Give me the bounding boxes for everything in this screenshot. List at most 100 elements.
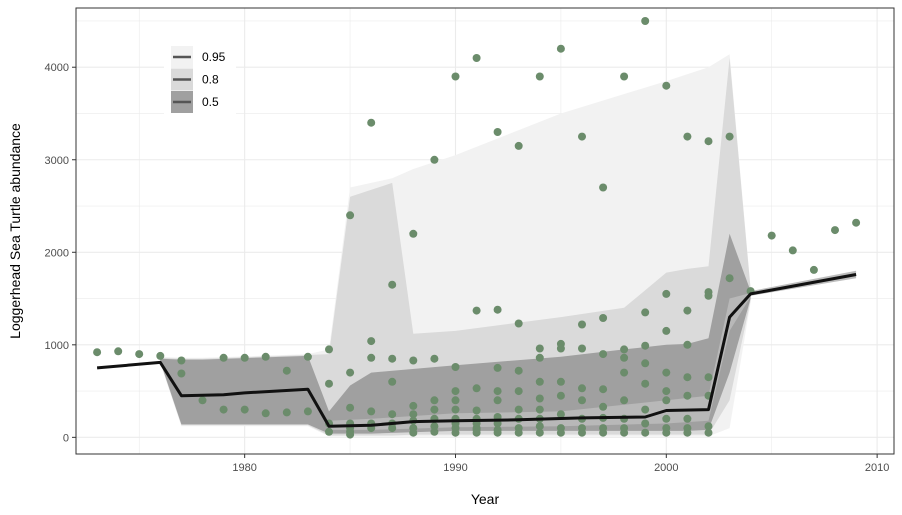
data-point [472, 306, 481, 315]
x-tick-label: 2010 [865, 462, 889, 474]
y-tick-label: 3000 [45, 155, 69, 167]
y-tick-label: 1000 [45, 340, 69, 352]
data-point [282, 408, 291, 417]
data-point [261, 352, 270, 361]
data-point [535, 72, 544, 81]
legend: 0.95 0.8 0.5 [164, 42, 236, 118]
data-point [388, 424, 397, 433]
data-point [346, 403, 355, 412]
data-point [114, 347, 123, 356]
x-tick-label: 1990 [443, 462, 467, 474]
data-point [493, 128, 502, 136]
data-point [135, 350, 144, 359]
data-point [535, 405, 544, 414]
data-point [662, 289, 671, 298]
data-point [578, 320, 586, 329]
data-point [472, 406, 481, 415]
data-point [535, 344, 544, 353]
data-point [472, 384, 481, 393]
data-point [662, 81, 671, 90]
data-point [346, 211, 355, 220]
data-point [409, 428, 418, 437]
data-point [662, 428, 671, 437]
band-0.5 [160, 233, 751, 434]
data-point [620, 428, 629, 437]
data-point [662, 368, 671, 377]
data-point [662, 396, 671, 405]
data-point [409, 356, 418, 365]
legend-label: 0.5 [202, 95, 219, 109]
data-point [261, 409, 270, 418]
data-point [662, 387, 671, 396]
data-point [620, 396, 629, 405]
data-point [240, 405, 249, 414]
data-point [620, 368, 629, 377]
data-point [219, 353, 228, 362]
data-point [514, 405, 523, 414]
data-point [451, 363, 460, 371]
data-point [451, 428, 460, 437]
data-point [430, 396, 439, 405]
median-path [96, 273, 857, 428]
data-point [556, 391, 565, 400]
data-point [599, 314, 608, 322]
data-point [809, 265, 818, 274]
y-tick-label: 4000 [45, 62, 69, 74]
data-point [367, 337, 376, 346]
data-point [535, 394, 544, 403]
data-point [388, 280, 397, 289]
data-point [704, 428, 713, 437]
data-point [620, 72, 629, 81]
data-point [535, 428, 544, 437]
data-point [535, 353, 544, 362]
data-point [620, 353, 629, 362]
data-point [683, 391, 692, 400]
data-point [409, 410, 418, 419]
legend-label: 0.95 [202, 50, 226, 64]
data-point [704, 422, 713, 431]
y-tick-label: 2000 [45, 247, 69, 259]
data-point [683, 373, 692, 382]
data-point [683, 132, 692, 141]
axis-ticks: 1980 1990 2000 2010 0 1000 2000 3000 4000 [45, 62, 890, 474]
data-point [388, 410, 397, 419]
data-point [325, 427, 333, 436]
data-point [493, 363, 502, 372]
data-point [219, 405, 228, 414]
panel-border [75, 7, 895, 455]
data-point [303, 352, 312, 361]
x-tick-label: 2000 [654, 462, 678, 474]
data-point [367, 353, 376, 362]
data-point [472, 428, 481, 437]
data-point [514, 141, 523, 150]
data-point [430, 405, 439, 414]
data-point [662, 326, 671, 335]
data-point [578, 384, 586, 393]
data-point [556, 377, 565, 386]
data-point [346, 430, 355, 439]
data-point [388, 377, 397, 386]
data-point [767, 231, 776, 240]
data-point [578, 396, 586, 405]
data-point [535, 422, 544, 431]
x-axis-title: Year [471, 491, 500, 507]
data-point [683, 414, 692, 423]
data-point [451, 396, 460, 405]
data-point [514, 366, 523, 375]
band-0.8 [160, 58, 751, 436]
data-point [367, 407, 376, 416]
data-point [430, 155, 439, 164]
data-point [641, 359, 650, 368]
data-point [240, 353, 249, 362]
data-point [493, 428, 502, 437]
data-point [430, 422, 439, 431]
y-tick-label: 0 [63, 432, 69, 444]
data-point [662, 414, 671, 423]
data-point [346, 368, 355, 377]
data-point [683, 306, 692, 315]
data-point [493, 305, 502, 314]
data-point [493, 396, 502, 405]
data-point [599, 183, 608, 192]
data-point [514, 428, 523, 437]
data-point [430, 354, 439, 363]
